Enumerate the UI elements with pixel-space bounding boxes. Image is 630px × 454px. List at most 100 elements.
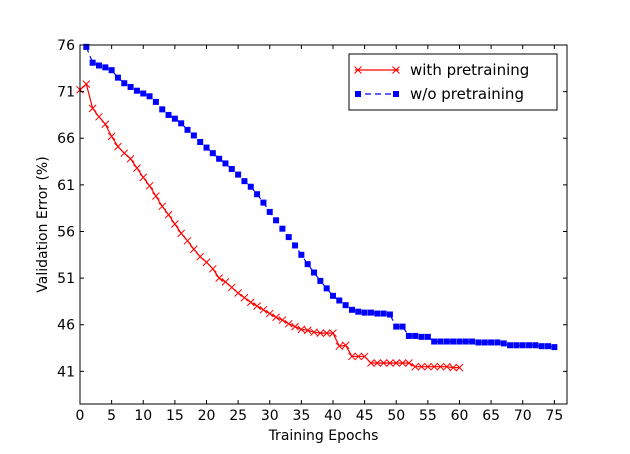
data-point bbox=[431, 338, 438, 345]
data-point bbox=[348, 306, 355, 313]
data-point bbox=[298, 251, 305, 258]
x-tick-label: 20 bbox=[198, 408, 216, 424]
x-tick-label: 75 bbox=[545, 408, 563, 424]
x-tick-label: 10 bbox=[134, 408, 152, 424]
data-point bbox=[221, 277, 230, 286]
data-point bbox=[159, 106, 166, 113]
x-tick-label: 60 bbox=[451, 408, 469, 424]
series-layer bbox=[76, 43, 558, 372]
data-point bbox=[310, 328, 318, 337]
data-point bbox=[241, 178, 248, 185]
x-tick-label: 30 bbox=[261, 408, 279, 424]
series-2 bbox=[83, 43, 558, 351]
data-point bbox=[284, 319, 293, 328]
data-point bbox=[165, 111, 172, 118]
data-point bbox=[393, 91, 399, 97]
legend: with pretraining w/o pretraining bbox=[348, 53, 558, 111]
x-tick-label: 70 bbox=[514, 408, 532, 424]
data-point bbox=[361, 309, 368, 316]
data-point bbox=[348, 352, 356, 361]
data-point bbox=[102, 64, 109, 71]
data-point bbox=[367, 309, 374, 316]
y-tick-label: 66 bbox=[57, 131, 75, 147]
x-tick-label: 5 bbox=[107, 408, 116, 424]
data-point bbox=[203, 144, 210, 151]
data-point bbox=[379, 359, 388, 367]
data-point bbox=[120, 149, 129, 158]
data-point bbox=[411, 362, 420, 371]
legend-label: w/o pretraining bbox=[410, 85, 524, 103]
data-point bbox=[336, 297, 343, 304]
data-point bbox=[83, 43, 90, 50]
x-tick-label: 50 bbox=[387, 408, 405, 424]
data-point bbox=[259, 305, 268, 314]
data-point bbox=[545, 343, 552, 350]
data-point bbox=[450, 338, 457, 345]
data-point bbox=[449, 363, 458, 372]
data-point bbox=[513, 342, 520, 349]
data-point bbox=[367, 359, 375, 367]
series-1 bbox=[76, 80, 464, 372]
data-point bbox=[405, 332, 412, 339]
data-point bbox=[279, 225, 286, 232]
data-point bbox=[442, 362, 451, 371]
x-tick-label: 45 bbox=[356, 408, 374, 424]
data-point bbox=[373, 359, 382, 367]
data-point bbox=[184, 126, 191, 133]
data-point bbox=[171, 220, 179, 228]
data-point bbox=[171, 115, 178, 122]
legend-label: with pretraining bbox=[410, 61, 529, 79]
data-point bbox=[107, 132, 116, 141]
data-point bbox=[311, 269, 318, 276]
data-point bbox=[285, 234, 292, 241]
data-point bbox=[254, 191, 261, 198]
data-point bbox=[392, 66, 400, 74]
data-point bbox=[133, 87, 140, 94]
data-point bbox=[304, 261, 311, 268]
data-point bbox=[196, 252, 205, 261]
data-point bbox=[412, 332, 419, 339]
data-point bbox=[88, 104, 97, 113]
data-point bbox=[197, 138, 204, 145]
data-point bbox=[418, 333, 425, 340]
data-point bbox=[462, 338, 469, 345]
x-tick-label: 15 bbox=[166, 408, 184, 424]
data-point bbox=[265, 309, 274, 318]
x-axis-label: Training Epochs bbox=[268, 428, 379, 444]
data-point bbox=[398, 359, 407, 367]
x-tick-label: 40 bbox=[324, 408, 342, 424]
data-point bbox=[101, 120, 110, 129]
data-point bbox=[215, 274, 223, 282]
data-point bbox=[121, 80, 128, 87]
data-point bbox=[436, 362, 445, 371]
data-point bbox=[227, 283, 236, 292]
data-point bbox=[114, 142, 122, 151]
data-point bbox=[82, 80, 91, 89]
data-point bbox=[222, 160, 229, 167]
x-tick-label: 65 bbox=[482, 408, 500, 424]
data-point bbox=[380, 310, 387, 317]
data-point bbox=[526, 342, 533, 349]
x-tick-label: 0 bbox=[76, 408, 85, 424]
data-point bbox=[386, 359, 394, 367]
y-tick-label: 61 bbox=[57, 178, 75, 194]
data-point bbox=[317, 277, 324, 284]
x-tick-label: 25 bbox=[229, 408, 247, 424]
data-point bbox=[178, 120, 185, 127]
y-tick-label: 41 bbox=[57, 364, 75, 380]
data-point bbox=[95, 62, 102, 69]
data-point bbox=[133, 164, 141, 172]
data-point bbox=[247, 183, 254, 190]
data-point bbox=[127, 83, 134, 90]
data-point bbox=[360, 352, 369, 361]
y-tick-label: 76 bbox=[57, 38, 75, 54]
data-point bbox=[292, 242, 299, 249]
data-point bbox=[240, 293, 249, 302]
data-point bbox=[108, 67, 115, 74]
data-point bbox=[253, 302, 261, 310]
y-tick-label: 46 bbox=[57, 318, 75, 334]
data-point bbox=[456, 338, 463, 345]
data-point bbox=[386, 311, 393, 318]
